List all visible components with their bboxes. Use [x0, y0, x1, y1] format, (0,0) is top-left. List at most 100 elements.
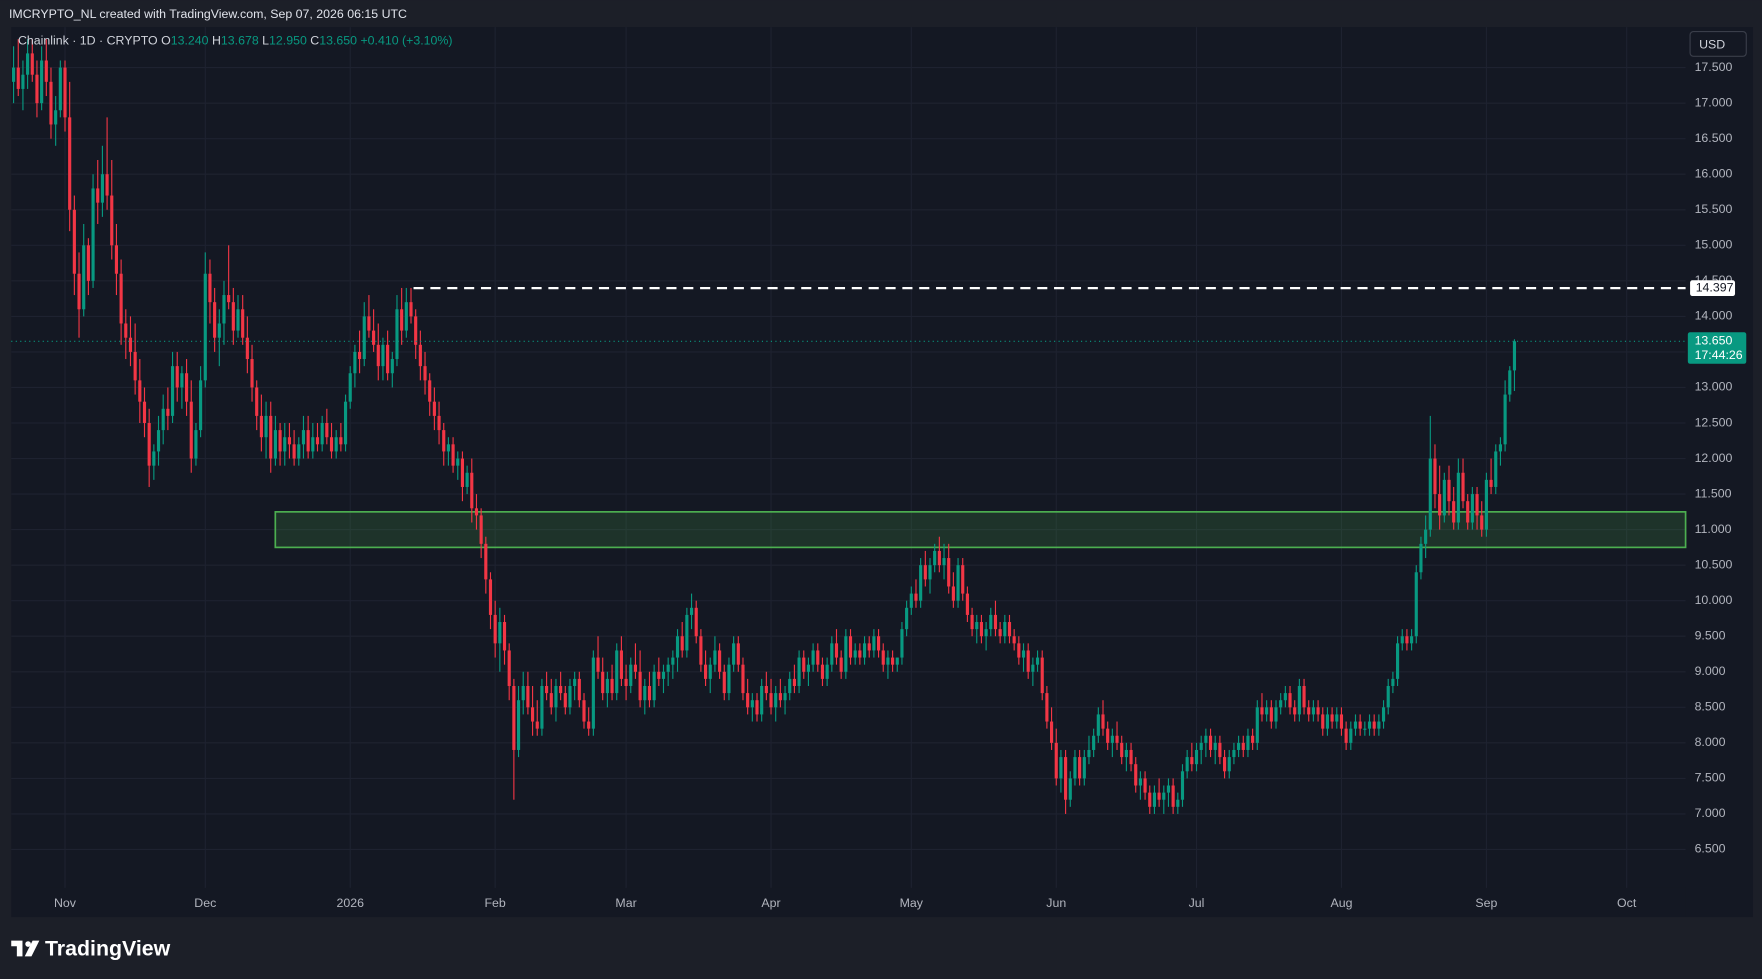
candle-body	[633, 664, 638, 672]
candle-body	[998, 629, 1002, 637]
candle-body	[1246, 735, 1250, 750]
candle-body	[1381, 707, 1386, 722]
candle-body	[1400, 636, 1404, 644]
candle-body	[77, 273, 81, 310]
candle-body	[1475, 494, 1479, 516]
x-tick-label: Sep	[1475, 896, 1497, 910]
candle-body	[306, 430, 310, 452]
candle-body	[638, 671, 642, 701]
candle-body	[1363, 728, 1367, 730]
candle-body	[1007, 622, 1012, 637]
candle-body	[1199, 742, 1203, 750]
x-tick-label: Dec	[194, 896, 216, 910]
y-tick-label: 15.000	[1695, 238, 1733, 252]
candle-body	[1180, 771, 1185, 800]
candle-body	[830, 643, 834, 665]
candle-body	[727, 664, 731, 694]
symbol: Chainlink · 1D · CRYPTO	[18, 34, 158, 48]
candle-body	[746, 693, 750, 708]
candle-body	[1498, 444, 1503, 452]
candle-body	[521, 685, 525, 701]
candle-body	[156, 430, 161, 452]
ohlc-letter: C	[310, 34, 319, 48]
candle-body	[1134, 764, 1138, 786]
candle-body	[138, 380, 142, 402]
candle-body	[909, 593, 913, 608]
candle-body	[199, 380, 203, 431]
x-tick-label: Mar	[615, 896, 636, 910]
candle-body	[919, 565, 923, 601]
y-tick-label: 8.000	[1695, 735, 1726, 749]
y-tick-label: 17.000	[1695, 95, 1733, 109]
candle-body	[105, 174, 109, 196]
candle-body	[395, 309, 399, 360]
candle-body	[554, 685, 558, 708]
candle-body	[1251, 735, 1255, 743]
candle-body	[582, 700, 586, 722]
candle-body	[1265, 707, 1269, 715]
resistance-label: 14.397	[1696, 280, 1734, 294]
candle-body	[1171, 785, 1175, 807]
candle-body	[755, 700, 759, 715]
candle-body	[811, 650, 815, 665]
plot-area	[11, 27, 1686, 888]
x-tick-label: Jul	[1189, 896, 1205, 910]
candle-body	[1330, 714, 1334, 722]
candle-body	[386, 344, 390, 374]
y-tick-label: 7.000	[1695, 806, 1726, 820]
candle-body	[1494, 451, 1498, 487]
candle-body	[1255, 707, 1259, 743]
candle-body	[1049, 721, 1054, 743]
y-tick-label: 10.000	[1695, 593, 1733, 607]
candle-body	[1339, 714, 1344, 729]
candle-body	[975, 622, 979, 630]
candle-body	[900, 629, 904, 658]
candle-body	[816, 650, 820, 665]
candle-body	[568, 685, 572, 708]
candle-body	[559, 685, 563, 694]
candle-body	[596, 657, 600, 672]
candle-body	[175, 366, 179, 388]
currency[interactable]: USD	[1699, 37, 1725, 51]
ohlc-value: 13.650	[319, 34, 357, 48]
candle-body	[166, 408, 170, 416]
candle-body	[876, 636, 881, 651]
candle-body	[1059, 757, 1063, 779]
candle-body	[540, 685, 544, 729]
candle-body	[170, 366, 175, 416]
candle-body	[1424, 529, 1428, 544]
candle-body	[1442, 479, 1446, 516]
candle-body	[1087, 749, 1091, 758]
candle-body	[516, 700, 521, 750]
candle-body	[1311, 707, 1315, 715]
candle-body	[1012, 636, 1016, 644]
candle-body	[760, 685, 764, 715]
candle-body	[124, 323, 128, 338]
candle-body	[315, 437, 320, 445]
y-tick-label: 6.500	[1695, 842, 1726, 856]
y-tick-label: 16.500	[1695, 131, 1733, 145]
currency-box[interactable]	[1689, 31, 1747, 57]
candle-body	[1124, 749, 1128, 758]
candle-body	[862, 643, 867, 658]
ohlc-value: 12.950	[269, 34, 307, 48]
candle-body	[400, 309, 404, 331]
candle-body	[185, 373, 189, 402]
candle-body	[1031, 664, 1035, 672]
candle-body	[245, 337, 249, 360]
ohlc-value: 13.678	[221, 34, 259, 48]
candle-body	[783, 693, 787, 701]
candle-body	[297, 444, 301, 459]
candle-body	[699, 636, 703, 665]
candle-body	[100, 174, 104, 203]
candle-body	[1288, 693, 1292, 708]
candle-body	[255, 387, 259, 416]
candle-body	[1241, 742, 1245, 750]
y-tick-label: 12.000	[1695, 451, 1733, 465]
candle-body	[1344, 728, 1348, 743]
candle-body	[1480, 515, 1484, 530]
candle-body	[278, 430, 282, 452]
last-price-label: 13.650	[1695, 334, 1733, 348]
candle-body	[152, 451, 156, 466]
